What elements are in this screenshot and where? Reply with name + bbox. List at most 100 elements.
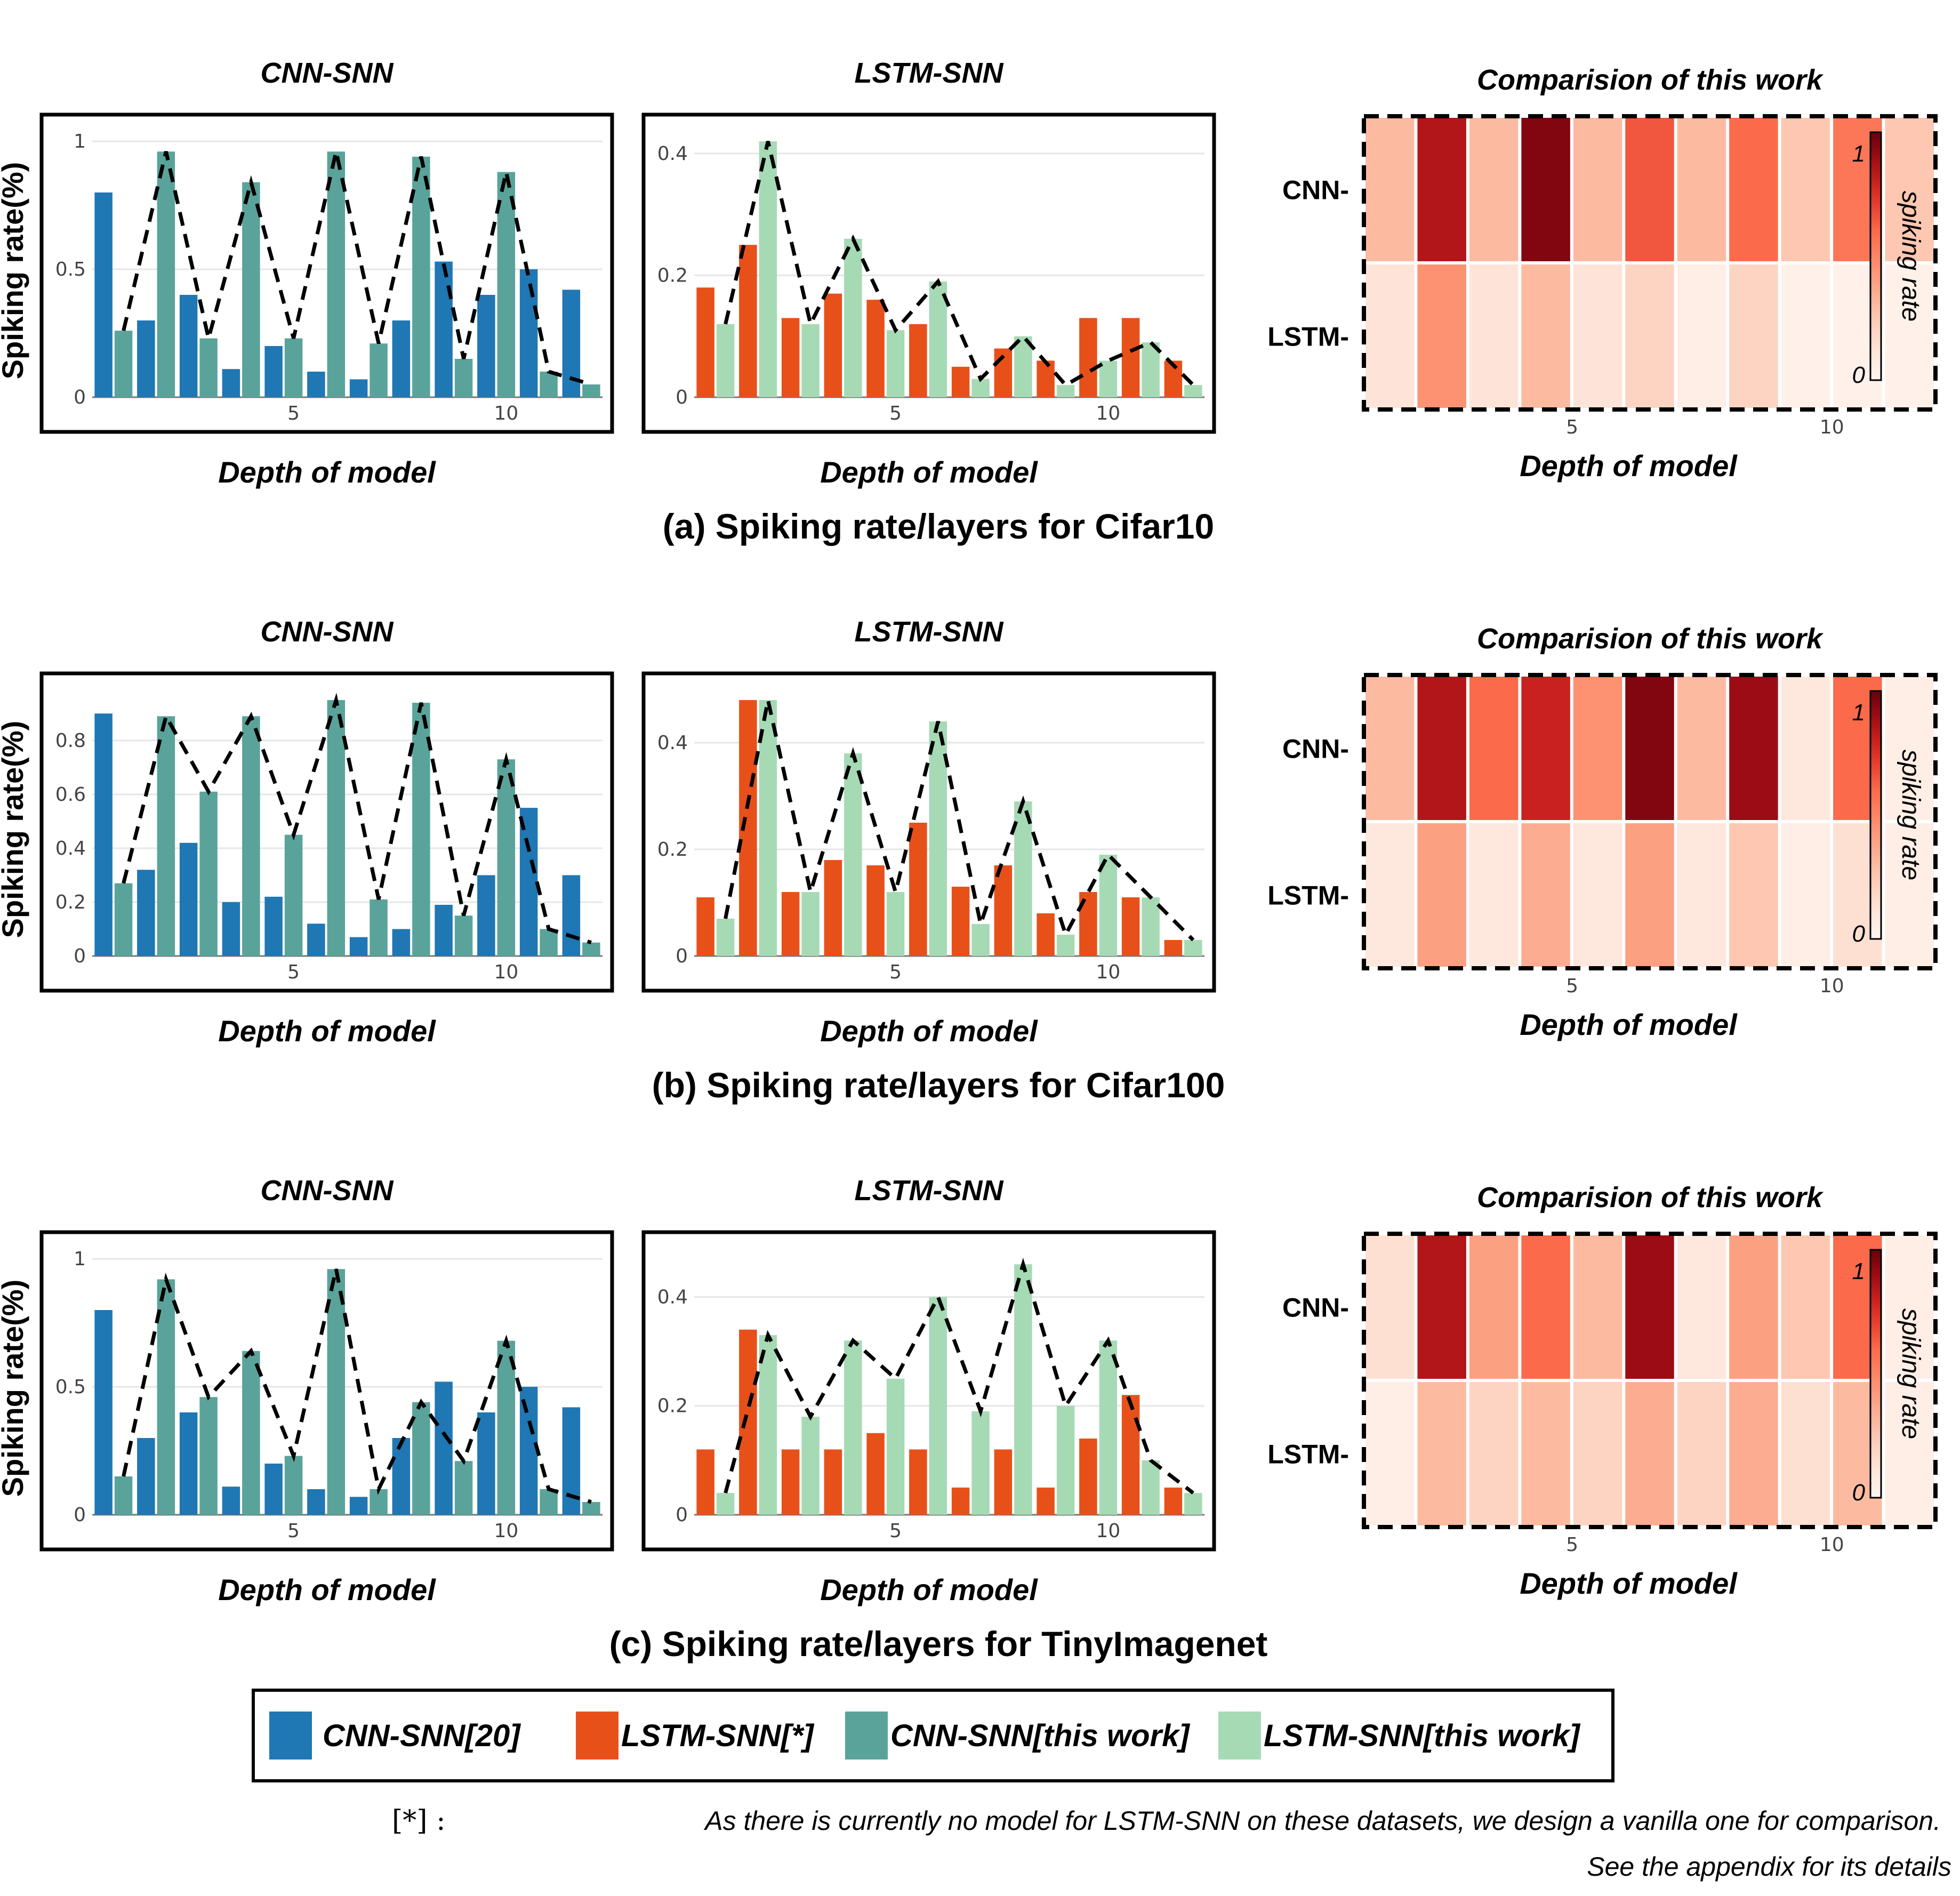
legend-label-cnn-snn-20: CNN-SNN[20] (323, 1718, 521, 1753)
lstm-chart-c-bar-lstm-snn-this-work--12 (1184, 1493, 1202, 1515)
lstm-chart-c-title: LSTM-SNN (855, 1175, 1004, 1207)
cnn-chart-b-xlabel: Depth of model (218, 1014, 436, 1048)
lstm-chart-c-bar-lstm-snn--6 (909, 1449, 927, 1515)
lstm-chart-b-bar-lstm-snn-this-work--4 (844, 753, 862, 956)
cnn-chart-b-bar-cnn-snn-this-work--6 (327, 700, 346, 956)
cnn-chart-c-bar-cnn-snn-this-work--3 (199, 1397, 218, 1515)
lstm-chart-b-xtick-label: 5 (889, 961, 902, 983)
cnn-chart-b-ytick-label: 0.2 (55, 891, 86, 913)
lstm-chart-a-bar-lstm-snn-this-work--4 (844, 238, 862, 397)
heatmap-a-cell-r2-c5 (1573, 264, 1622, 408)
heatmap-c-cell-r2-c9 (1781, 1382, 1830, 1525)
cnn-chart-b-xtick-label: 10 (494, 961, 518, 983)
cnn-chart-b-bar-cnn-snn-this-work--1 (114, 883, 133, 956)
cnn-chart-c-xlabel: Depth of model (218, 1573, 436, 1606)
heatmap-b-cell-r1-c7 (1677, 677, 1726, 820)
lstm-chart-c-bar-lstm-snn-this-work--7 (971, 1411, 990, 1515)
heatmap-a-cell-r1-c2 (1417, 118, 1466, 261)
heatmap-b-cell-r1-c3 (1469, 677, 1519, 820)
lstm-chart-a-bar-lstm-snn-this-work--11 (1142, 342, 1160, 397)
cnn-chart-a-bar-cnn-snn-20--9 (435, 261, 453, 397)
lstm-chart-a-xtick-label: 10 (1096, 403, 1120, 424)
lstm-chart-a-bar-lstm-snn--10 (1079, 318, 1097, 397)
lstm-chart-b-bar-lstm-snn--4 (824, 860, 842, 956)
cnn-chart-b-bar-cnn-snn-20--3 (179, 842, 198, 956)
heatmap-a-cell-r1-c6 (1625, 118, 1674, 261)
heatmap-b-colorbar (1869, 690, 1882, 940)
lstm-chart-b-bar-lstm-snn-this-work--8 (1014, 801, 1032, 956)
lstm-chart-a-bar-lstm-snn-this-work--8 (1014, 336, 1032, 397)
cnn-chart-a-bar-cnn-snn-this-work--4 (242, 182, 260, 397)
heatmap-a-cell-r1-c7 (1677, 118, 1726, 261)
heatmap-a-row-label: LSTM- (1267, 322, 1349, 352)
lstm-chart-c-bar-lstm-snn--4 (824, 1449, 842, 1515)
heatmap-c-cell-r1-c5 (1573, 1235, 1622, 1379)
heatmap-a-cell-r2-c11 (1885, 264, 1934, 408)
lstm-chart-b-ytick-label: 0 (676, 945, 688, 967)
heatmap-b-frame (1362, 673, 1938, 970)
lstm-chart-a-bar-lstm-snn-this-work--1 (716, 324, 735, 397)
lstm-chart-a-bar-lstm-snn--1 (696, 287, 714, 397)
heatmap-c-cell-r2-c2 (1417, 1382, 1466, 1525)
cnn-chart-a-bar-cnn-snn-20--1 (94, 192, 113, 397)
heatmap-c-cell-r1-c3 (1469, 1235, 1519, 1379)
cnn-chart-b-bar-cnn-snn-20--5 (264, 896, 283, 956)
cnn-chart-c-xtick-label: 10 (494, 1520, 518, 1542)
lstm-chart-c-bar-lstm-snn-this-work--11 (1142, 1460, 1160, 1515)
lstm-chart-b-title: LSTM-SNN (855, 616, 1004, 648)
heatmap-a-xtick-label: 10 (1820, 416, 1844, 438)
lstm-chart-c-bar-lstm-snn-this-work--3 (801, 1417, 820, 1515)
heatmap-b-cell-r1-c5 (1573, 677, 1622, 820)
lstm-chart-b-ytick-label: 0.4 (657, 732, 688, 754)
lstm-chart-a-trend-line (724, 141, 1195, 388)
lstm-chart-c-bar-lstm-snn--11 (1121, 1395, 1140, 1515)
lstm-chart-c-bar-lstm-snn--2 (739, 1329, 757, 1515)
heatmap-b-xtick-label: 5 (1566, 975, 1578, 997)
lstm-chart-c-bar-lstm-snn--9 (1037, 1487, 1055, 1515)
lstm-chart-b-bar-lstm-snn-this-work--7 (971, 924, 990, 956)
cnn-chart-c-title: CNN-SNN (261, 1175, 394, 1207)
footnote: [*] : As there is currently no model for… (392, 1805, 1951, 1882)
lstm-chart-a-bar-lstm-snn-this-work--2 (759, 141, 777, 397)
cnn-chart-b-bar-cnn-snn-this-work--9 (454, 915, 473, 956)
cnn-chart-a-bar-cnn-snn-20--11 (519, 269, 538, 397)
cnn-chart-c-ylabel: Spiking rate(%) (0, 1280, 29, 1497)
cnn-chart-a-bar-cnn-snn-20--10 (477, 295, 495, 397)
lstm-chart-b-bar-lstm-snn--7 (951, 887, 970, 956)
legend-swatch-lstm-snn-star (576, 1712, 618, 1760)
heatmap-a-cell-r1-c9 (1781, 118, 1830, 261)
heatmap-a-cell-r2-c8 (1729, 264, 1778, 408)
lstm-chart-b-bar-lstm-snn--11 (1121, 897, 1140, 956)
heatmap-c-cell-r2-c4 (1521, 1382, 1570, 1525)
cnn-chart-b-bar-cnn-snn-this-work--5 (284, 834, 303, 956)
heatmap-b-title: Comparision of this work (1477, 623, 1824, 655)
lstm-chart-a-bar-lstm-snn-this-work--5 (886, 330, 905, 397)
lstm-chart-c-ytick-label: 0.4 (657, 1286, 688, 1308)
cnn-chart-c-bar-cnn-snn-this-work--10 (497, 1340, 516, 1515)
heatmap-b-cell-r1-c11 (1885, 677, 1934, 820)
lstm-chart-b-bar-lstm-snn-this-work--1 (716, 919, 735, 956)
cnn-chart-c-bar-cnn-snn-this-work--2 (157, 1279, 175, 1515)
heatmap-b-cell-r1-c8 (1729, 677, 1778, 820)
cnn-chart-a-frame (39, 113, 614, 434)
lstm-chart-c-bar-lstm-snn--12 (1164, 1487, 1183, 1515)
heatmap-a-colorbar (1869, 131, 1882, 381)
lstm-chart-c-bar-lstm-snn--1 (696, 1449, 714, 1515)
cnn-chart-a-bar-cnn-snn-this-work--1 (114, 331, 133, 397)
lstm-chart-b-xtick-label: 10 (1096, 961, 1120, 983)
lstm-chart-a-bar-lstm-snn--3 (781, 318, 800, 397)
heatmap-c-title: Comparision of this work (1477, 1182, 1824, 1214)
lstm-chart-a-ytick-label: 0.4 (657, 143, 688, 165)
cnn-chart-b-ytick-label: 0.6 (55, 784, 86, 806)
lstm-chart-b-bar-lstm-snn-this-work--10 (1099, 855, 1118, 956)
heatmap-a-cell-r1-c3 (1469, 118, 1519, 261)
cnn-chart-a-xlabel: Depth of model (218, 455, 436, 489)
cnn-chart-a-bar-cnn-snn-this-work--11 (540, 372, 558, 397)
lstm-chart-b-trend-line (724, 700, 1195, 942)
cnn-chart-b-bar-cnn-snn-this-work--10 (497, 759, 516, 956)
cnn-chart-a-ytick-label: 0 (74, 387, 86, 408)
heatmap-b-cell-r2-c6 (1625, 823, 1674, 967)
lstm-chart-a-bar-lstm-snn-this-work--6 (929, 281, 947, 397)
cnn-chart-b-bar-cnn-snn-20--2 (137, 870, 155, 956)
